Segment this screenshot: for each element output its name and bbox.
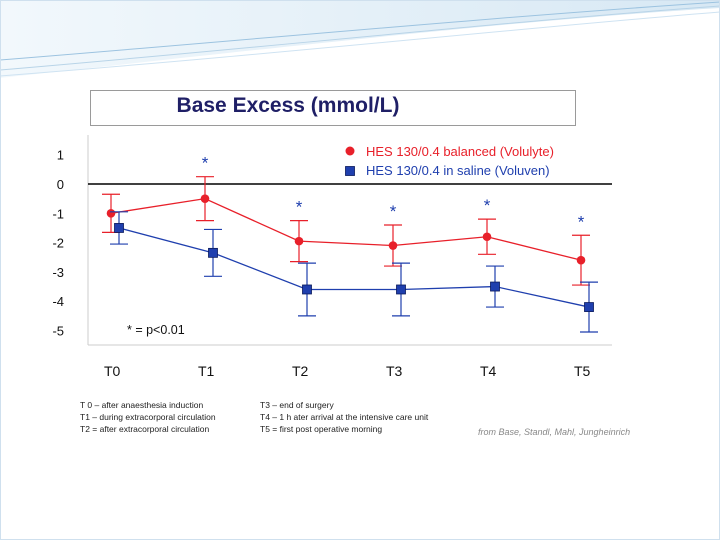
legend-label-voluven: HES 130/0.4 in saline (Voluven) xyxy=(366,163,550,178)
source-credit: from Base, Standl, Mahl, Jungheinrich xyxy=(478,427,631,437)
x-tick-label: T5 xyxy=(574,363,591,379)
chart-title-box: Base Excess (mmol/L) xyxy=(90,90,576,126)
data-point-voluven xyxy=(584,302,594,312)
x-tick-label: T2 xyxy=(292,363,309,379)
data-point-volulyte xyxy=(482,232,492,242)
data-point-voluven xyxy=(396,284,406,295)
significance-star: * xyxy=(390,202,397,221)
data-point-volulyte xyxy=(388,241,398,250)
series-line-voluven xyxy=(118,227,590,308)
data-point-voluven xyxy=(114,223,124,233)
footnote-right-2: T5 = first post operative morning xyxy=(260,424,383,434)
y-tick-label: -1 xyxy=(52,206,64,221)
footnote-left-0: T 0 – after anaesthesia induction xyxy=(80,400,204,410)
y-tick-label: -3 xyxy=(52,265,64,280)
data-point-voluven xyxy=(208,247,218,258)
legend-marker-volulyte xyxy=(345,146,355,156)
data-point-volulyte xyxy=(106,209,116,218)
decorative-header-curves xyxy=(0,0,720,78)
footnote-right-0: T3 – end of surgery xyxy=(260,400,334,410)
significance-star: * xyxy=(484,196,491,215)
x-tick-label: T3 xyxy=(386,363,403,379)
y-tick-label: -4 xyxy=(52,294,64,309)
x-tick-label: T0 xyxy=(104,363,121,379)
y-tick-label: 1 xyxy=(57,148,64,163)
decor-band xyxy=(0,0,720,78)
data-point-volulyte xyxy=(294,236,304,246)
data-point-voluven xyxy=(490,281,500,292)
significance-star: * xyxy=(578,212,585,231)
footnote-left-1: T1 – during extracorporal circulation xyxy=(80,412,216,422)
decor-curve-1 xyxy=(0,1,720,61)
data-point-volulyte xyxy=(200,194,210,203)
y-tick-label: -5 xyxy=(52,324,64,339)
data-point-voluven xyxy=(302,284,312,295)
x-tick-label: T4 xyxy=(480,363,497,379)
legend-label-volulyte: HES 130/0.4 balanced (Volulyte) xyxy=(366,144,554,159)
data-point-volulyte xyxy=(576,255,586,265)
y-tick-label: 0 xyxy=(57,177,64,192)
y-tick-label: -2 xyxy=(52,236,64,251)
x-tick-label: T1 xyxy=(198,363,215,379)
legend-marker-voluven xyxy=(345,166,355,176)
significance-star: * xyxy=(296,198,303,217)
footnote-right-1: T4 – 1 h ater arrival at the intensive c… xyxy=(260,412,429,422)
significance-star: * xyxy=(202,154,209,173)
series-line-volulyte xyxy=(110,197,582,261)
significance-note: * = p<0.01 xyxy=(127,323,185,337)
chart-title: Base Excess (mmol/L) xyxy=(176,94,400,117)
decor-curve-2 xyxy=(0,5,720,71)
footnote-left-2: T2 = after extracorporal circulation xyxy=(80,424,210,434)
decor-curve-3 xyxy=(0,11,720,77)
